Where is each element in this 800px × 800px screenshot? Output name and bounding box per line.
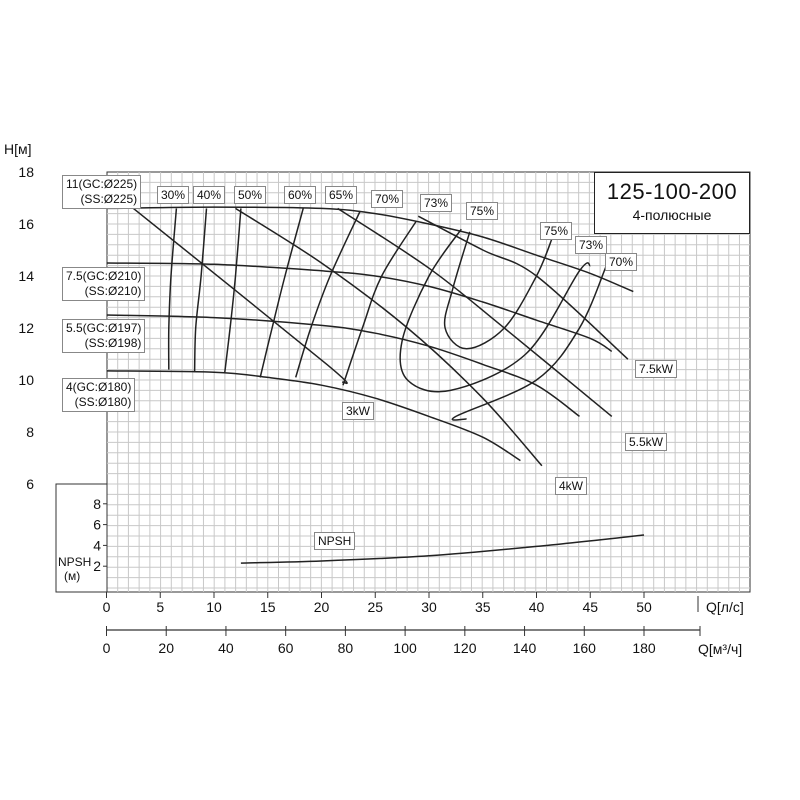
x-tick-label: 10 [206,599,222,615]
head-curve [106,262,613,353]
efficiency-line [294,210,361,378]
x-tick-label: 5 [156,599,164,615]
impeller-label: 11(GC:Ø225) (SS:Ø225) [62,175,142,209]
efficiency-label: 70% [605,253,638,271]
impeller-label-line: (SS:Ø210) [84,284,142,298]
chart-title-box: 125-100-200 4-полюсные [594,172,750,234]
efficiency-line [193,208,208,373]
chart-grid [106,171,751,593]
x2-tick-label: 20 [158,640,174,656]
efficiency-line [167,208,178,370]
y-tick-label: 16 [18,216,34,232]
chart-title: 125-100-200 [606,179,738,204]
y-tick-label: 18 [18,164,34,180]
x2-tick-label: 60 [278,640,294,656]
efficiency-label: 65% [325,186,358,204]
impeller-label-line: 7.5(GC:Ø210) [66,269,142,283]
impeller-label: 7.5(GC:Ø210) (SS:Ø210) [62,267,146,301]
x2-tick-label: 0 [103,640,111,656]
efficiency-label: 73% [420,194,453,212]
power-label: 7.5kW [635,360,678,378]
x2-tick-label: 140 [513,640,537,656]
x2-tick-label: 160 [573,640,597,656]
impeller-label-line: (SS:Ø198) [84,336,142,350]
npsh-tick-label: 2 [93,558,101,574]
power-line [337,207,613,417]
efficiency-line [224,208,242,373]
power-label: 3kW [342,402,374,420]
power-label: 4kW [555,477,587,495]
efficiency-line [342,221,417,386]
npsh-curve-label: NPSH [314,532,356,550]
npsh-axis-panel: 2 4 6 8 NPSH(м) [55,483,108,593]
x-tick-label: 45 [582,599,598,615]
efficiency-label: 50% [234,186,267,204]
npsh-tick-label: 4 [93,537,101,553]
x2-tick-label: 40 [218,640,234,656]
power-label: 5.5kW [625,433,668,451]
y-tick-label: 14 [18,268,34,284]
y-tick-label: 12 [18,320,34,336]
npsh-panel [55,483,108,593]
head-curve [106,370,521,462]
efficiency-line [399,228,592,393]
x2-tick-label: 80 [338,640,354,656]
efficiency-label: 73% [575,236,608,254]
impeller-label: 4(GC:Ø180) (SS:Ø180) [62,378,136,412]
efficiency-label: 60% [284,186,317,204]
x2-tick-label: 180 [632,640,656,656]
x-tick-label: 15 [260,599,276,615]
impeller-label-line: 5.5(GC:Ø197) [66,321,142,335]
x2-tick-label: 120 [453,640,477,656]
impeller-label: 5.5(GC:Ø197) (SS:Ø198) [62,319,146,353]
x2-axis-label: Q[м³/ч] [698,641,742,657]
impeller-label-line: 11(GC:Ø225) [66,177,138,191]
efficiency-label: 75% [540,222,573,240]
chart-curves [106,206,645,564]
power-line [235,207,543,467]
power-line [417,215,629,360]
x-tick-label: 0 [103,599,111,615]
npsh-axis-unit: (м) [64,569,80,583]
impeller-label-line: (SS:Ø180) [74,395,132,409]
npsh-tick-label: 6 [93,517,101,533]
efficiency-line [259,208,304,378]
y-tick-label: 8 [26,424,34,440]
chart-subtitle: 4-полюсные [632,207,712,223]
x-tick-label: 20 [314,599,330,615]
efficiency-label: 75% [466,202,499,220]
npsh-axis-label: NPSH [58,555,91,569]
impeller-label-line: (SS:Ø225) [80,192,138,206]
x-tick-label: 50 [636,599,652,615]
x-axis-label: Q[л/с] [706,599,744,615]
efficiency-label: 30% [157,186,190,204]
x2-tick-label: 100 [393,640,417,656]
y-tick-label: 6 [26,476,34,492]
npsh-tick-label: 8 [93,496,101,512]
efficiency-line [443,231,554,350]
x-tick-label: 25 [367,599,383,615]
efficiency-label: 40% [193,186,226,204]
efficiency-label: 70% [371,190,404,208]
y-axis-label: H[м] [4,141,32,157]
y-tick-label: 10 [18,372,34,388]
impeller-label-line: 4(GC:Ø180) [66,380,132,394]
x-tick-label: 30 [421,599,437,615]
x-tick-label: 40 [529,599,545,615]
x-tick-label: 35 [475,599,491,615]
head-curve [106,314,580,418]
efficiency-line [451,265,608,421]
npsh-curve [240,534,645,564]
